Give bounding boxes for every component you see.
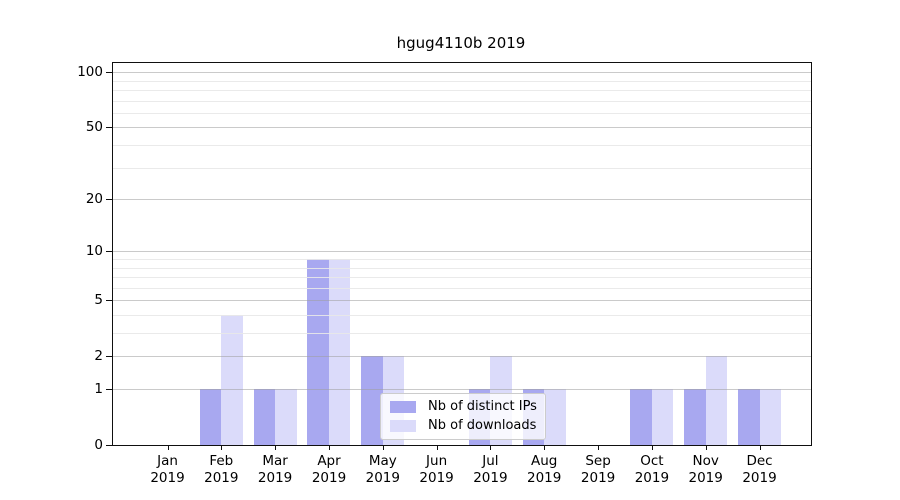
legend: Nb of distinct IPs Nb of downloads <box>380 393 546 440</box>
y-axis-tick-label: 2 <box>94 348 103 365</box>
x-axis-tick <box>598 445 600 450</box>
legend-item-downloads: Nb of downloads <box>390 419 536 433</box>
minor-gridline <box>113 259 811 260</box>
minor-gridline <box>113 145 811 146</box>
bar-distinct-ips-may <box>361 356 383 445</box>
x-axis-tick <box>167 445 169 450</box>
legend-swatch-distinct-ips <box>390 401 416 413</box>
x-axis-tick <box>759 445 761 450</box>
x-axis-tick-label-sep: Sep 2019 <box>580 453 616 486</box>
y-axis-tick-label: 5 <box>94 292 103 309</box>
x-axis-tick <box>275 445 277 450</box>
x-axis-tick <box>436 445 438 450</box>
minor-gridline <box>113 112 811 114</box>
y-axis-tick-label: 1 <box>94 381 103 397</box>
x-axis-tick-label-oct: Oct 2019 <box>634 453 670 486</box>
plot-area: Nb of distinct IPs Nb of downloads 0 1 2 5 1… <box>77 62 812 486</box>
minor-gridline <box>113 90 811 91</box>
bar-distinct-ips-apr <box>307 259 329 445</box>
major-gridline <box>113 356 811 358</box>
bar-distinct-ips-dec <box>738 389 760 445</box>
legend-label-downloads: Nb of downloads <box>428 418 537 433</box>
y-axis-tick <box>106 356 112 358</box>
x-axis-tick-label-may: May 2019 <box>365 453 400 486</box>
major-gridline <box>113 251 811 253</box>
x-axis-tick <box>329 445 330 450</box>
major-gridline <box>113 199 811 201</box>
y-axis-tick <box>106 199 112 201</box>
minor-gridline <box>113 167 811 169</box>
minor-gridline <box>113 267 811 269</box>
legend-item-distinct-ips: Nb of distinct IPs <box>390 399 537 414</box>
y-axis-tick-label: 100 <box>77 64 103 81</box>
x-axis-tick-label-nov: Nov 2019 <box>688 453 723 486</box>
bar-distinct-ips-nov <box>684 389 706 445</box>
y-axis-tick <box>106 251 112 253</box>
x-axis-tick-label-feb: Feb 2019 <box>204 453 239 486</box>
major-gridline <box>113 300 811 302</box>
minor-gridline <box>113 80 811 82</box>
minor-gridline <box>113 287 811 289</box>
x-axis-tick-label-apr: Apr 2019 <box>311 453 347 486</box>
x-axis-tick <box>705 445 707 450</box>
x-axis-tick-label-mar: Mar 2019 <box>257 453 293 486</box>
minor-gridline <box>113 277 811 278</box>
x-axis-tick <box>490 445 492 450</box>
minor-gridline <box>113 315 811 316</box>
bar-downloads-oct <box>651 389 674 445</box>
x-axis-tick-label-aug: Aug 2019 <box>527 453 562 486</box>
x-axis-tick <box>382 445 384 450</box>
bar-downloads-mar <box>275 389 297 445</box>
major-gridline <box>113 127 811 129</box>
y-axis-tick-label: 10 <box>85 243 103 260</box>
y-axis-tick <box>106 300 112 302</box>
major-gridline <box>113 72 811 74</box>
chart-title: hgug4110b 2019 <box>396 34 526 52</box>
x-axis-tick <box>651 445 653 450</box>
x-axis-tick <box>544 445 546 450</box>
y-axis-tick-label: 0 <box>94 437 103 453</box>
minor-gridline <box>113 100 811 102</box>
bar-downloads-dec <box>759 389 782 445</box>
x-axis-tick-label-jan: Jan 2019 <box>150 453 185 486</box>
x-axis-tick <box>221 445 223 450</box>
y-axis-tick <box>106 127 112 129</box>
y-axis-tick <box>106 445 112 446</box>
bar-downloads-aug <box>544 389 566 445</box>
legend-label-distinct-ips: Nb of distinct IPs <box>428 399 537 414</box>
bar-downloads-feb <box>221 315 243 445</box>
bar-downloads-apr <box>328 259 351 445</box>
minor-gridline <box>113 333 811 334</box>
y-axis-tick-label: 50 <box>85 119 103 136</box>
y-axis-tick-label: 20 <box>85 191 103 208</box>
x-axis-tick-label-dec: Dec 2019 <box>742 453 777 486</box>
major-gridline <box>113 389 811 390</box>
bar-distinct-ips-oct <box>630 389 652 445</box>
x-axis-tick-label-jul: Jul 2019 <box>473 453 508 486</box>
x-axis-tick-label-jun: Jun 2019 <box>419 453 454 486</box>
y-axis-tick <box>106 389 112 390</box>
bar-distinct-ips-mar <box>253 389 276 445</box>
legend-swatch-downloads <box>390 420 416 432</box>
bar-downloads-nov <box>705 356 728 445</box>
bar-distinct-ips-feb <box>199 389 222 445</box>
y-axis-tick <box>106 72 112 74</box>
